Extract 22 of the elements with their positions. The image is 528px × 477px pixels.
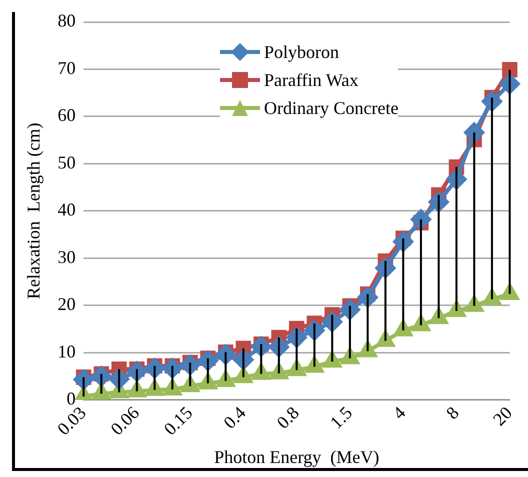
x-axis-title: Photon Energy (MeV): [214, 446, 380, 467]
x-tick-label: 4: [388, 402, 410, 424]
y-tick-label: 70: [58, 58, 76, 78]
x-tick-label: 0.4: [220, 402, 250, 433]
y-tick-label: 30: [58, 246, 76, 267]
legend-label: Ordinary Concrete: [264, 98, 398, 118]
y-tick-label: 10: [58, 341, 76, 362]
x-tick-label: 0.06: [106, 402, 144, 439]
x-tick-label: 0.15: [160, 402, 196, 439]
x-tick-label: 20: [489, 402, 516, 430]
y-tick-label: 40: [58, 200, 76, 220]
y-tick-label: 0: [66, 388, 76, 409]
x-tick-label: 8: [442, 402, 463, 424]
y-tick-label: 20: [58, 294, 76, 314]
legend-label: Paraffin Wax: [264, 70, 358, 90]
x-tick-label: 1.5: [326, 402, 356, 433]
y-tick-label: 60: [58, 105, 76, 126]
x-tick-label: 0.8: [272, 402, 303, 433]
y-axis-title: Relaxation Length (cm): [24, 122, 44, 300]
y-tick-label: 80: [58, 10, 76, 31]
y-tick-label: 50: [58, 152, 76, 172]
legend-label: Polyboron: [264, 42, 340, 62]
